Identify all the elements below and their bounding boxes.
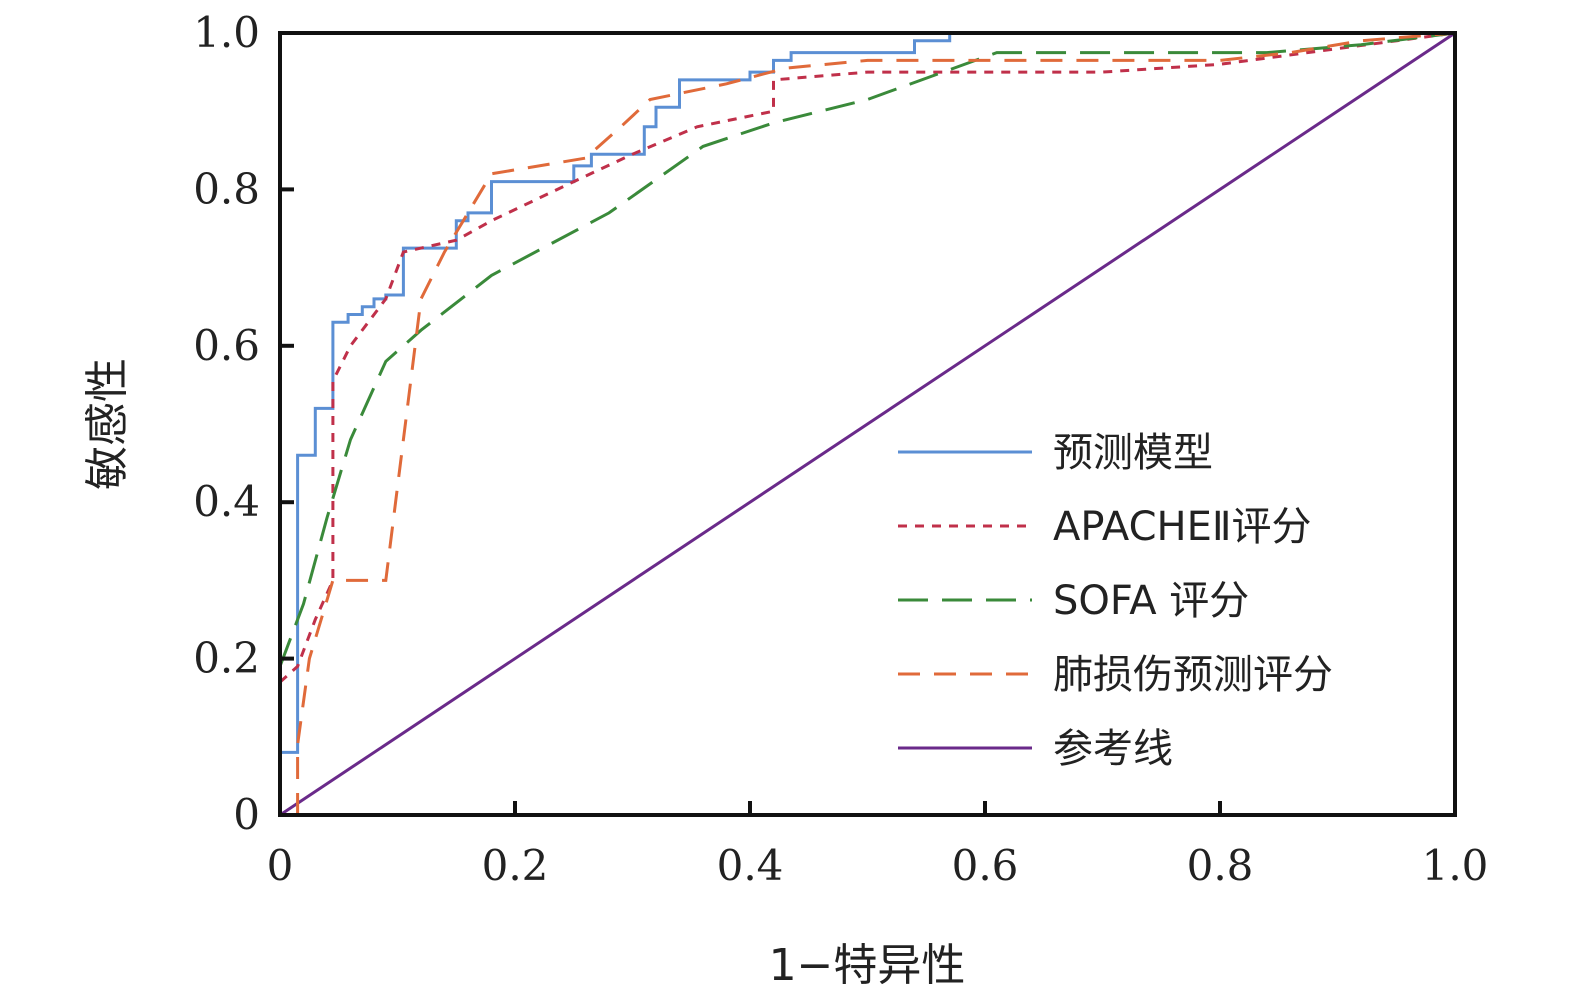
x-tick-label: 1.0 — [1422, 841, 1489, 890]
plot-frame — [278, 31, 1457, 817]
x-tick-label: 0.2 — [482, 841, 549, 890]
series-line-2 — [278, 31, 1456, 667]
legend-label-2: SOFA 评分 — [1053, 578, 1249, 624]
y-tick-label: 0.8 — [193, 164, 260, 213]
series-line-4 — [279, 31, 1456, 817]
x-axis-title: 1−特异性 — [769, 940, 966, 991]
x-tick-label: 0.8 — [1187, 841, 1254, 890]
legend-label-3: 肺损伤预测评分 — [1053, 652, 1333, 698]
y-tick-label: 0.4 — [193, 477, 260, 526]
y-tick-label: 0 — [233, 790, 260, 839]
legend-label-4: 参考线 — [1053, 726, 1173, 772]
series-line-0 — [280, 33, 952, 754]
y-tick-label: 0.6 — [193, 321, 260, 370]
x-tick-label: 0.6 — [952, 841, 1019, 890]
legend-label-0: 预测模型 — [1053, 430, 1213, 476]
series-layer — [278, 31, 1456, 817]
y-axis-title: 敏感性 — [82, 358, 133, 490]
series-line-1 — [279, 31, 1456, 684]
legend-label-1: APACHEⅡ评分 — [1053, 504, 1312, 550]
y-tick-label: 0.2 — [193, 634, 260, 683]
series-line-3 — [296, 31, 1456, 815]
y-tick-label: 1.0 — [193, 8, 260, 57]
ticks-layer: 0 0.2 0.4 0.6 0.8 1.0 0 0.2 0.4 0.6 0.8 1.0 — [193, 8, 1488, 890]
x-tick-label: 0 — [267, 841, 294, 890]
x-tick-label: 0.4 — [717, 841, 784, 890]
